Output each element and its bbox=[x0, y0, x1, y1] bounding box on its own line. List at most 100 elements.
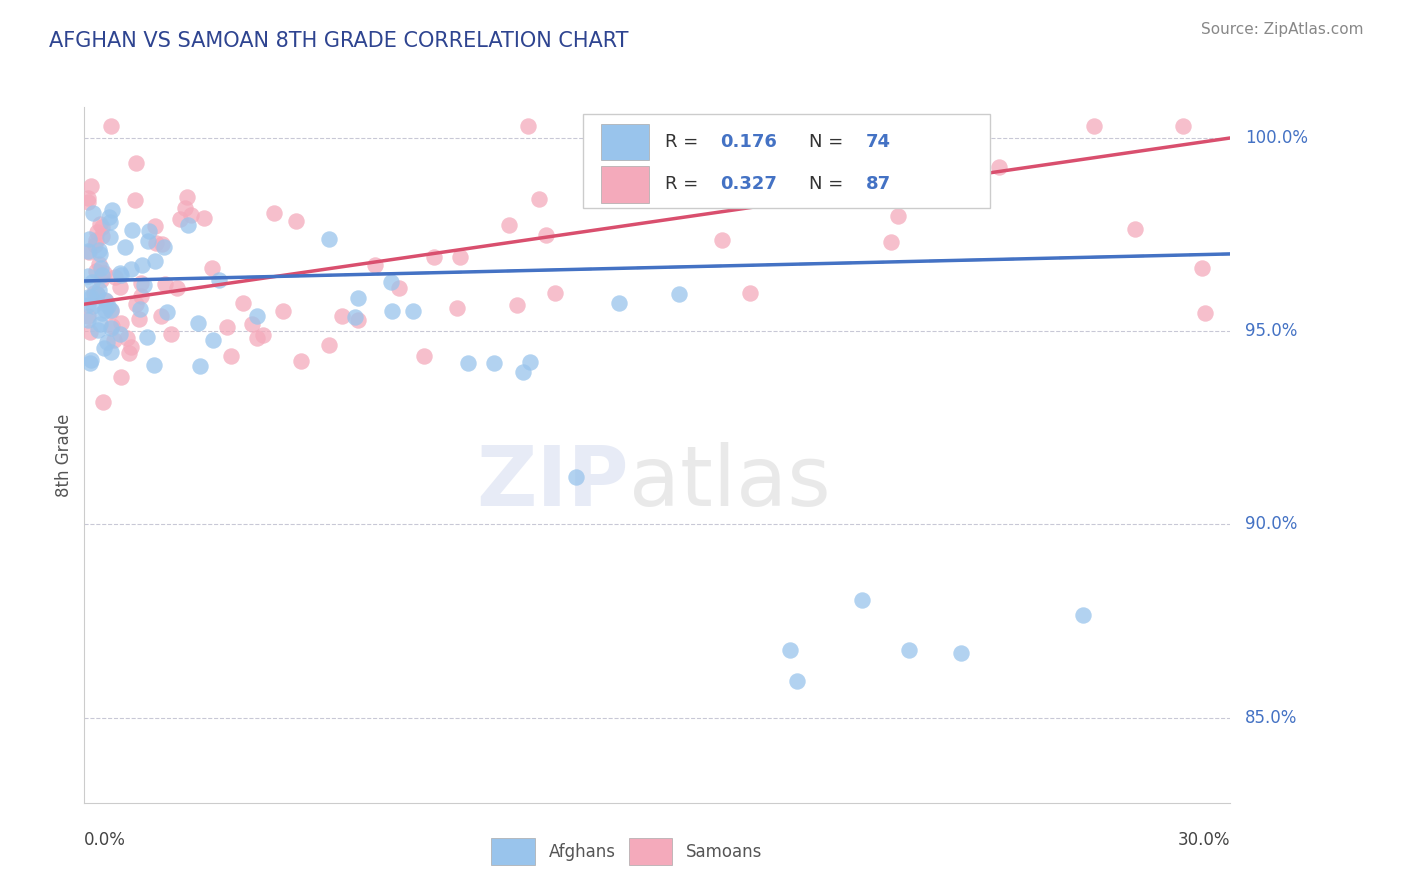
Point bbox=[446, 301, 468, 315]
Point bbox=[402, 303, 425, 318]
FancyBboxPatch shape bbox=[602, 166, 650, 202]
Point bbox=[104, 270, 127, 285]
Point bbox=[215, 320, 238, 334]
Point bbox=[246, 330, 269, 344]
Point bbox=[160, 327, 183, 342]
Point bbox=[346, 291, 368, 305]
Point bbox=[145, 254, 167, 268]
Point bbox=[482, 356, 505, 370]
Point bbox=[96, 293, 118, 308]
Point bbox=[544, 286, 567, 301]
Point bbox=[176, 189, 198, 203]
Point bbox=[423, 251, 446, 265]
Point bbox=[202, 333, 225, 347]
Point bbox=[517, 120, 540, 134]
Point bbox=[129, 289, 152, 303]
Point bbox=[449, 251, 471, 265]
Point bbox=[457, 356, 479, 370]
Point bbox=[84, 263, 107, 277]
Point bbox=[100, 304, 122, 318]
Point bbox=[176, 218, 198, 232]
Point bbox=[343, 310, 366, 324]
Point bbox=[121, 222, 143, 236]
Point bbox=[138, 224, 160, 238]
Point bbox=[89, 283, 111, 297]
Point bbox=[887, 210, 910, 224]
Point bbox=[118, 345, 141, 359]
Point bbox=[173, 201, 195, 215]
Point bbox=[506, 298, 529, 312]
Point bbox=[149, 310, 172, 324]
Point bbox=[668, 286, 690, 301]
Point bbox=[188, 359, 211, 373]
Point bbox=[98, 230, 121, 244]
Text: 87: 87 bbox=[866, 176, 891, 194]
Point bbox=[252, 327, 274, 342]
Point bbox=[80, 352, 103, 367]
Point bbox=[413, 350, 436, 364]
Point bbox=[124, 193, 146, 207]
Point bbox=[120, 341, 142, 355]
Point bbox=[121, 262, 143, 277]
Point bbox=[96, 334, 118, 349]
Point bbox=[108, 327, 131, 342]
Point bbox=[98, 215, 121, 229]
Text: 95.0%: 95.0% bbox=[1246, 322, 1298, 340]
Point bbox=[607, 296, 630, 310]
Point bbox=[166, 280, 188, 294]
Text: 90.0%: 90.0% bbox=[1246, 516, 1298, 533]
Point bbox=[187, 316, 209, 330]
Text: 0.176: 0.176 bbox=[720, 133, 778, 151]
Point bbox=[219, 349, 242, 363]
Point bbox=[125, 297, 148, 311]
Point bbox=[110, 370, 132, 384]
Point bbox=[79, 356, 101, 370]
Point bbox=[89, 217, 111, 231]
Point bbox=[134, 277, 156, 292]
Text: Source: ZipAtlas.com: Source: ZipAtlas.com bbox=[1201, 22, 1364, 37]
Text: ZIP: ZIP bbox=[477, 442, 628, 524]
Point bbox=[98, 210, 121, 224]
Point bbox=[87, 243, 110, 257]
Point bbox=[779, 643, 801, 657]
Text: AFGHAN VS SAMOAN 8TH GRADE CORRELATION CHART: AFGHAN VS SAMOAN 8TH GRADE CORRELATION C… bbox=[49, 31, 628, 51]
Point bbox=[728, 187, 751, 202]
Point bbox=[83, 238, 105, 252]
Point bbox=[1071, 607, 1094, 622]
Point bbox=[79, 245, 101, 260]
Point bbox=[740, 286, 762, 301]
Point bbox=[169, 212, 191, 227]
Point bbox=[77, 298, 100, 312]
Point bbox=[364, 258, 387, 272]
Point bbox=[246, 309, 269, 323]
Point bbox=[512, 366, 534, 380]
Point bbox=[143, 358, 166, 372]
Point bbox=[711, 234, 734, 248]
Point bbox=[89, 246, 111, 260]
Point bbox=[201, 260, 224, 275]
Point bbox=[117, 331, 139, 345]
Point bbox=[100, 321, 122, 335]
Text: Afghans: Afghans bbox=[548, 843, 616, 861]
Point bbox=[90, 306, 112, 320]
Point bbox=[77, 191, 100, 205]
FancyBboxPatch shape bbox=[491, 838, 534, 864]
Point bbox=[880, 235, 903, 249]
Point bbox=[91, 395, 114, 409]
Point bbox=[152, 240, 174, 254]
Point bbox=[80, 275, 103, 289]
Text: R =: R = bbox=[665, 133, 704, 151]
Point bbox=[82, 206, 104, 220]
Point bbox=[79, 325, 101, 339]
Point bbox=[91, 220, 114, 235]
Point bbox=[330, 309, 353, 323]
Point bbox=[240, 317, 263, 331]
Point bbox=[86, 287, 108, 301]
Point bbox=[136, 235, 159, 249]
Text: Samoans: Samoans bbox=[686, 843, 762, 861]
Text: 0.0%: 0.0% bbox=[84, 830, 127, 848]
Point bbox=[1123, 222, 1146, 236]
Point bbox=[156, 305, 179, 319]
Point bbox=[131, 258, 153, 272]
Point bbox=[285, 213, 308, 227]
